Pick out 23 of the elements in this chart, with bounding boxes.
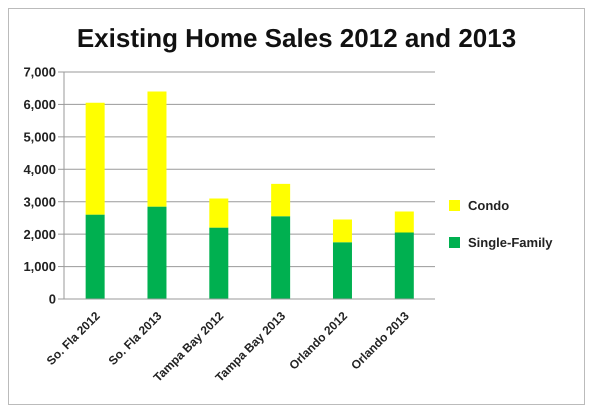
bar: [271, 184, 290, 216]
bar: [147, 206, 166, 299]
legend-label: Condo: [467, 198, 510, 213]
bar: [332, 242, 352, 299]
bar: [332, 220, 352, 242]
y-tick-label: 3,000: [23, 194, 56, 210]
chart-title: Existing Home Sales 2012 and 2013: [76, 23, 518, 54]
bar: [394, 211, 414, 233]
bar: [86, 214, 105, 299]
legend-label: Single-Family: [467, 235, 554, 250]
y-tick-label: 0: [48, 292, 56, 307]
bar: [209, 228, 228, 299]
bar: [394, 232, 414, 299]
y-tick-label: 2,000: [23, 226, 56, 242]
y-tick-label: 1,000: [23, 259, 56, 274]
y-tick-label: 7,000: [23, 64, 56, 80]
bar: [209, 198, 228, 228]
bar: [147, 91, 166, 207]
bar: [271, 216, 290, 299]
y-tick-label: 6,000: [23, 97, 56, 112]
bar: [86, 102, 105, 215]
y-tick-label: 4,000: [23, 162, 56, 177]
y-tick-label: 5,000: [23, 129, 56, 144]
